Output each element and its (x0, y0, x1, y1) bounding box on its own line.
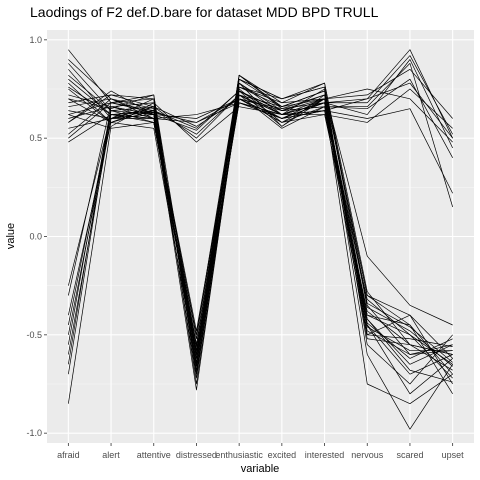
x-tick-label-alert: alert (102, 450, 120, 460)
y-tick-label: 0.0 (29, 232, 42, 242)
x-tick-label-attentive: attentive (137, 450, 171, 460)
series-line-2 (68, 59, 453, 375)
y-tick-label: 1.0 (29, 35, 42, 45)
x-axis: afraid alert attentive distressedenthusiast… (57, 443, 464, 460)
x-tick-label-distressed: distressed (176, 450, 217, 460)
series-line-32 (68, 102, 453, 326)
x-tick-label-afraid: afraid (57, 450, 80, 460)
y-axis-label: value (5, 223, 17, 249)
chart-title: Laodings of F2 def.D.bare for dataset MD… (30, 4, 379, 20)
y-axis: 1.0 0.5 0.0 -0.5 -1.0 (26, 35, 47, 438)
x-tick-label-scared: scared (396, 450, 423, 460)
series-line-20 (68, 74, 453, 367)
grid-minor (47, 88, 474, 385)
series-line-34 (68, 82, 453, 365)
series-line-25 (68, 59, 453, 286)
x-tick-label-upset: upset (442, 450, 465, 460)
x-tick-label-excited: excited (268, 450, 297, 460)
y-tick-label: -1.0 (26, 428, 42, 438)
series-line-33 (68, 63, 453, 335)
x-tick-label-enthusiastic: enthusiastic (215, 450, 263, 460)
y-tick-label: -0.5 (26, 330, 42, 340)
series-line-23 (68, 90, 453, 355)
x-axis-label: variable (241, 463, 280, 475)
series-lines (68, 49, 453, 430)
x-tick-label-nervous: nervous (351, 450, 384, 460)
y-tick-label: 0.5 (29, 133, 42, 143)
series-line-24 (68, 74, 453, 363)
series-line-31 (68, 88, 453, 296)
series-line-18 (68, 82, 453, 363)
x-tick-label-interested: interested (305, 450, 345, 460)
